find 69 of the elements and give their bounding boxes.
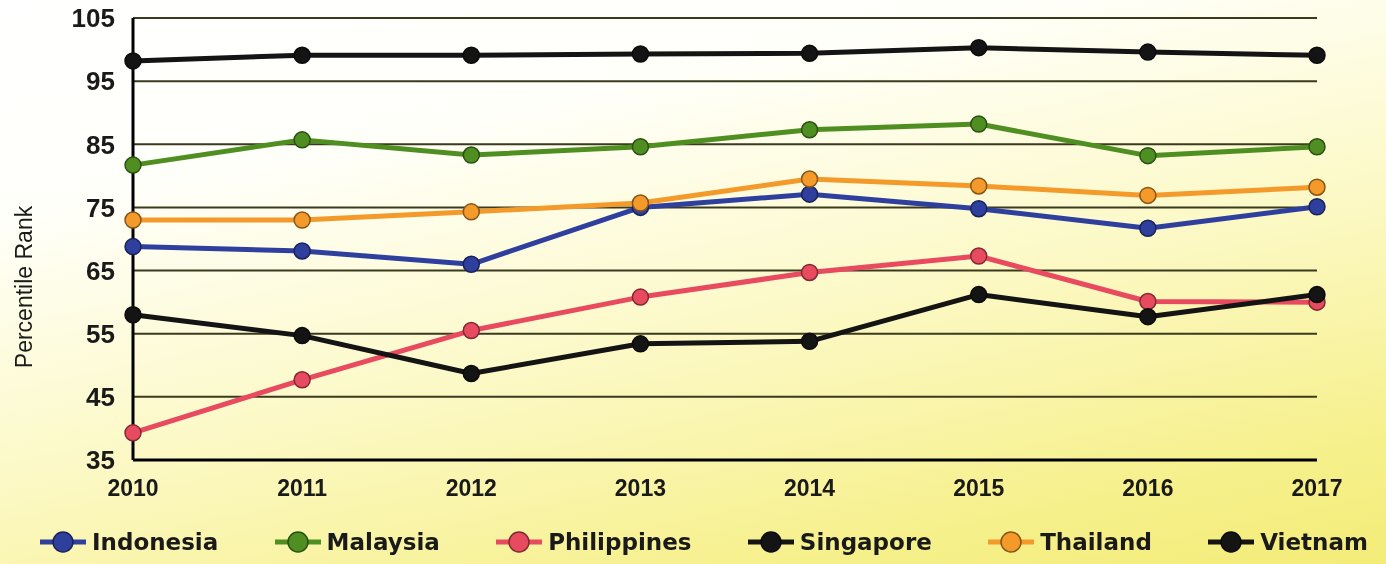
y-axis-title: Percentile Rank [11, 205, 37, 369]
point [1308, 178, 1326, 196]
x-tick-label: 2013 [614, 475, 667, 502]
point [1308, 285, 1326, 304]
point [462, 146, 481, 164]
point [462, 203, 481, 221]
point [800, 263, 819, 282]
legend-label: Vietnam [1260, 529, 1368, 555]
point [293, 242, 311, 260]
legend-label: Philippines [548, 529, 692, 555]
point [293, 326, 311, 345]
point [631, 138, 650, 156]
x-tick-label: 2016 [1122, 475, 1174, 502]
point [631, 45, 650, 63]
point [969, 115, 988, 133]
y-tick-label: 95 [86, 66, 115, 97]
legend-label: Thailand [1040, 529, 1152, 555]
x-tick-label: 2010 [107, 475, 159, 502]
point [969, 199, 988, 218]
point [124, 211, 142, 229]
y-tick-label: 65 [86, 255, 115, 286]
point [462, 46, 481, 64]
x-tick-label: 2011 [277, 475, 328, 502]
point [124, 424, 142, 442]
point [631, 194, 650, 212]
point [124, 156, 142, 174]
point [1139, 292, 1157, 311]
point [800, 44, 819, 63]
y-tick-label: 105 [71, 3, 115, 34]
legend-label: Singapore [799, 529, 932, 555]
point [462, 364, 481, 383]
x-tick-label: 2014 [783, 475, 836, 502]
x-tick-label: 2012 [445, 475, 497, 502]
point [631, 335, 650, 353]
point [124, 237, 142, 256]
point [293, 46, 311, 64]
point [462, 255, 481, 274]
point [1139, 219, 1157, 238]
point [293, 371, 311, 389]
legend-label: Indonesia [92, 529, 219, 555]
point [969, 247, 988, 265]
legend-label: Malaysia [326, 529, 440, 555]
point [293, 131, 311, 149]
y-tick-label: 35 [86, 445, 115, 476]
point [969, 285, 988, 304]
x-tick-label: 2017 [1291, 475, 1343, 502]
point [1139, 43, 1157, 61]
y-tick-label: 45 [86, 382, 115, 413]
x-tick-label: 2015 [953, 475, 1005, 502]
point [1308, 46, 1326, 64]
point [1308, 198, 1326, 216]
y-tick-label: 75 [86, 192, 115, 223]
point [124, 306, 142, 324]
point [124, 52, 142, 70]
point [969, 177, 988, 195]
point [462, 321, 481, 340]
point [1139, 186, 1157, 205]
y-tick-label: 85 [86, 129, 115, 160]
point [1139, 146, 1157, 165]
point [800, 170, 819, 188]
y-tick-label: 55 [86, 318, 115, 349]
point [293, 211, 311, 229]
point [969, 38, 988, 57]
point [631, 288, 650, 306]
point [1308, 138, 1326, 156]
point [800, 121, 819, 139]
point [1139, 307, 1157, 326]
point [800, 332, 819, 351]
point [800, 185, 819, 203]
